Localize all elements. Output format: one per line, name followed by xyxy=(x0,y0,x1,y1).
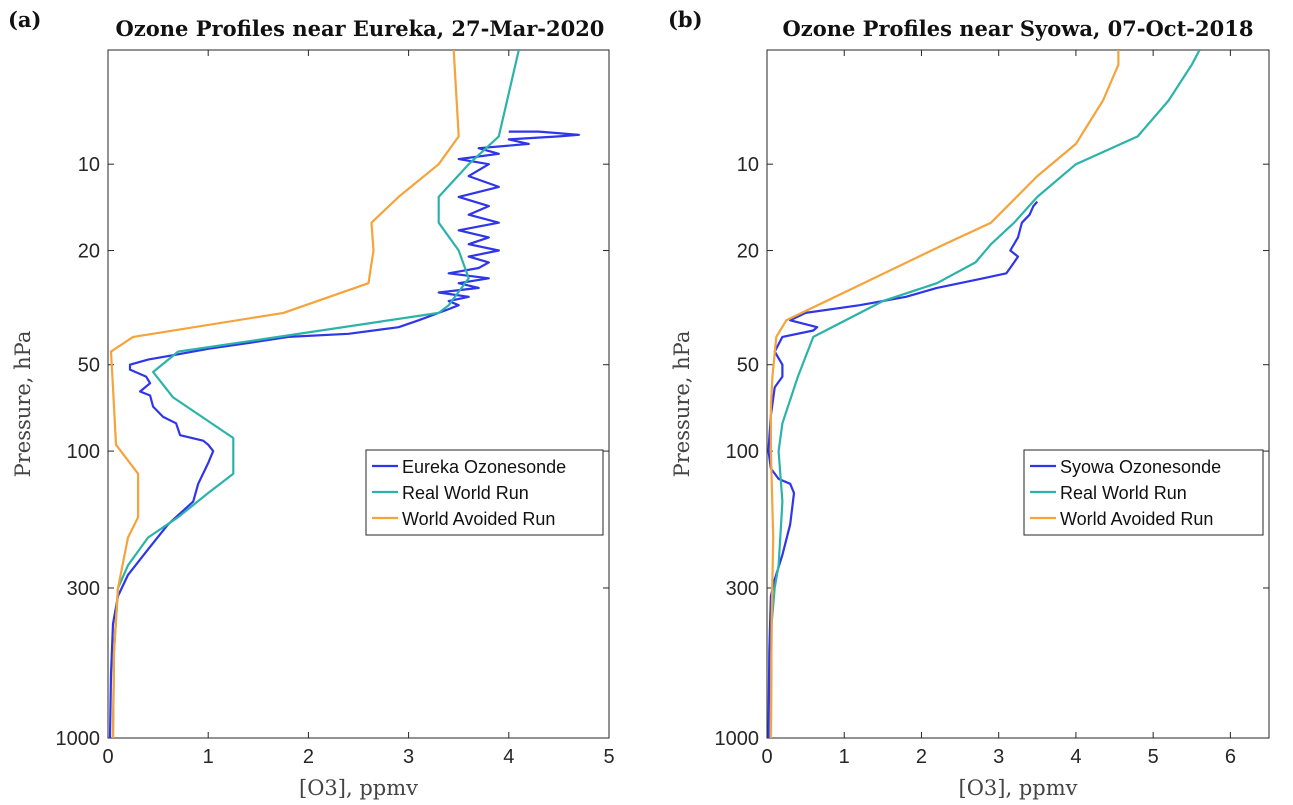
x-tick-label: 2 xyxy=(303,746,314,768)
x-axis-label: [O3], ppmv xyxy=(299,776,418,800)
chart-title: Ozone Profiles near Syowa, 07-Oct-2018 xyxy=(783,16,1254,41)
legend-entry: Eureka Ozonesonde xyxy=(402,457,566,477)
x-tick-label: 4 xyxy=(503,746,514,768)
legend-entry: Syowa Ozonesonde xyxy=(1060,457,1221,477)
y-tick-label: 300 xyxy=(726,578,759,600)
legend-entry: World Avoided Run xyxy=(402,509,555,529)
series-line-3 xyxy=(109,50,460,738)
series-line-2 xyxy=(769,50,1201,738)
x-tick-label: 1 xyxy=(839,746,850,768)
legend-entry: World Avoided Run xyxy=(1060,509,1213,529)
x-tick-label: 3 xyxy=(993,746,1004,768)
chart-title: Ozone Profiles near Eureka, 27-Mar-2020 xyxy=(116,16,605,41)
series-line-1 xyxy=(108,130,581,738)
x-tick-label: 5 xyxy=(1148,746,1159,768)
x-tick-label: 3 xyxy=(403,746,414,768)
y-tick-label: 20 xyxy=(737,241,759,263)
chart-panel-2: 0 1 2 3 4 5 6 10 20 50 100 300 1000 Ozone Profiles ne… xyxy=(668,7,1270,800)
y-tick-label: 100 xyxy=(726,441,759,463)
x-tick-label: 4 xyxy=(1070,746,1081,768)
x-tick-label: 0 xyxy=(761,746,772,768)
y-tick-label: 1000 xyxy=(56,728,101,750)
legend: Syowa Ozonesonde Real World Run World Avoi… xyxy=(1023,449,1264,536)
y-axis-label: Pressure, hPa xyxy=(670,331,694,478)
panel-label: (b) xyxy=(668,7,703,32)
y-axis-label: Pressure, hPa xyxy=(11,331,35,478)
chart-panel-1: 0 1 2 3 4 5 10 20 50 100 300 1000 Ozone Profiles nea… xyxy=(8,7,615,800)
x-tick-label: 1 xyxy=(203,746,214,768)
legend-box xyxy=(1023,449,1264,536)
x-tick-label: 0 xyxy=(102,746,113,768)
legend-entry: Real World Run xyxy=(402,483,529,503)
series-line-2 xyxy=(111,50,520,738)
plot-frame xyxy=(107,49,610,739)
y-tick-label: 1000 xyxy=(715,728,760,750)
panel-label: (a) xyxy=(8,7,41,32)
y-tick-label: 10 xyxy=(737,154,759,176)
series-group xyxy=(767,50,1201,738)
y-tick-label: 10 xyxy=(78,154,100,176)
y-tick-label: 100 xyxy=(67,441,100,463)
x-tick-label: 2 xyxy=(916,746,927,768)
y-tick-label: 20 xyxy=(78,241,100,263)
series-group xyxy=(108,50,581,738)
y-tick-label: 300 xyxy=(67,578,100,600)
y-tick-label: 50 xyxy=(737,355,759,377)
x-tick-label: 6 xyxy=(1225,746,1236,768)
legend-entry: Real World Run xyxy=(1060,483,1187,503)
x-axis-label: [O3], ppmv xyxy=(959,776,1078,800)
x-tick-label: 5 xyxy=(603,746,614,768)
legend: Eureka Ozonesonde Real World Run World Avo… xyxy=(365,449,604,536)
plot-frame xyxy=(766,49,1270,739)
series-line-1 xyxy=(767,200,1039,738)
legend-box xyxy=(365,449,604,536)
series-line-3 xyxy=(769,50,1120,738)
y-tick-label: 50 xyxy=(78,355,100,377)
